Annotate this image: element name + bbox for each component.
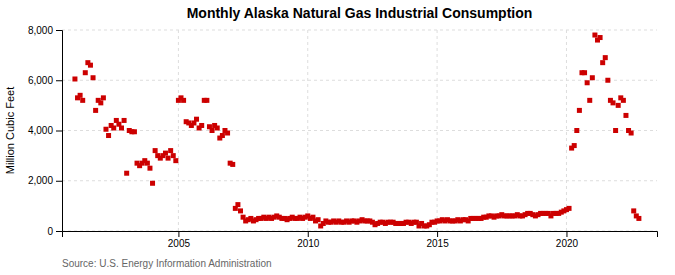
point [238,208,243,213]
point [574,128,579,133]
point [119,125,124,130]
point [585,80,590,85]
point [590,75,595,80]
tick-mark [56,131,62,132]
point [582,70,587,75]
tick-label: 4,000 [28,125,53,136]
point [88,63,93,68]
point [145,161,150,166]
tick-label: 2,000 [28,175,53,186]
point [103,127,108,132]
plot-area: 2005 2010 2015 2020 0 2,000 4,000 6,000 8,000 [28,25,658,249]
tick-mark [566,231,567,237]
point [611,100,616,105]
point [78,93,83,98]
point [577,108,582,113]
axis-line [56,31,63,232]
point [210,128,215,133]
point [171,153,176,158]
tick-mark [56,181,62,182]
grid-line [62,80,657,81]
tick-mark [178,231,179,237]
point [623,113,628,118]
point [605,78,610,83]
y-axis: 0 2,000 4,000 6,000 8,000 [28,25,63,237]
tick: 2010 [297,231,320,249]
point [592,33,597,38]
point [613,128,618,133]
point [91,75,96,80]
point [111,125,116,130]
title: Monthly Alaska Natural Gas Industrial Co… [187,5,533,21]
point [173,158,178,163]
point [101,95,106,100]
point [80,98,85,103]
point [629,131,634,136]
point [567,206,572,211]
points [72,33,641,229]
tick-label: 2020 [556,238,579,249]
point [181,98,186,103]
point [603,55,608,60]
point [106,133,111,138]
tick: 2005 [168,231,191,249]
point [230,162,235,167]
point [147,166,152,171]
point [587,98,592,103]
point [215,125,220,130]
grid [62,30,657,231]
grid-line [62,30,657,31]
tick-label: 2010 [297,238,320,249]
tick-mark [56,80,62,81]
grid-line [62,130,657,131]
point [93,108,98,113]
point [220,133,225,138]
point [636,216,641,221]
tick-label: 6,000 [28,75,53,86]
chart: 2005 2010 2015 2020 0 2,000 4,000 6,000 8,000 Mon… [0,0,675,275]
tick: 0 [47,226,62,237]
tick-label: 0 [47,226,53,237]
tick-mark [56,231,62,232]
point [168,148,173,153]
point [572,143,577,148]
tick-label: 8,000 [28,25,53,36]
point [122,118,127,123]
point [598,35,603,40]
point [199,123,204,128]
point [616,103,621,108]
tick: 2,000 [28,175,62,186]
point [153,148,158,153]
tick-label: 2005 [168,238,191,249]
point [166,156,171,161]
tick-mark [56,30,62,31]
point [194,117,199,122]
y-axis-label: Million Cubic Feet [4,87,16,174]
tick: 2015 [426,231,449,249]
tick: 2020 [556,231,579,249]
point [235,202,240,207]
point [132,129,137,134]
point [621,98,626,103]
point [631,208,636,213]
point [600,60,605,65]
point [83,70,88,75]
point [150,181,155,186]
source-note: Source: U.S. Energy Information Administ… [62,258,272,269]
axis-line [63,232,658,238]
tick-label: 2015 [426,238,449,249]
point [316,217,321,222]
tick-mark [437,231,438,237]
tick: 8,000 [28,25,62,36]
point [98,100,103,105]
tick: 6,000 [28,75,62,86]
x-axis: 2005 2010 2015 2020 [63,231,658,249]
point [124,171,129,176]
tick: 4,000 [28,125,62,136]
point [163,151,168,156]
point [204,98,209,103]
point [72,76,77,81]
tick-mark [308,231,309,237]
point [225,131,230,136]
